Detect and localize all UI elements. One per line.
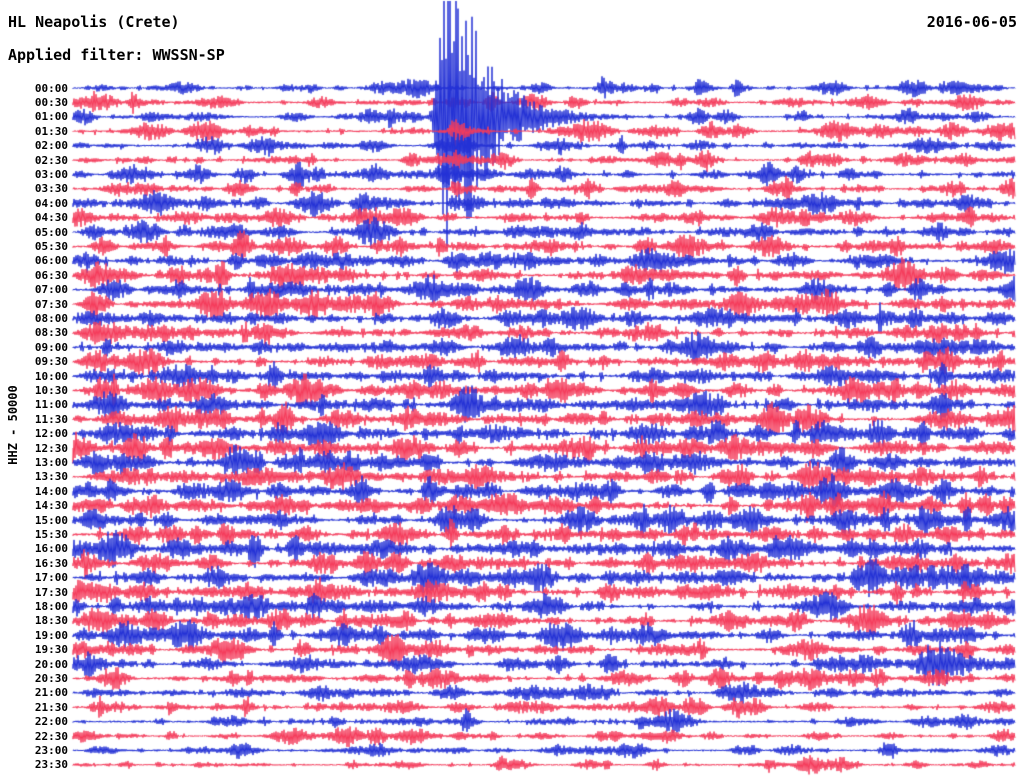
time-label: 04:30	[34, 211, 68, 225]
time-label: 06:30	[34, 268, 68, 282]
time-label: 10:30	[34, 383, 68, 397]
time-label: 12:00	[34, 427, 68, 441]
time-label: 04:00	[34, 196, 68, 210]
channel-scale-label: HHZ - 50000	[6, 385, 20, 465]
station-title: HL Neapolis (Crete)	[8, 13, 180, 31]
time-label: 17:30	[34, 585, 68, 599]
time-label: 10:00	[34, 369, 68, 383]
time-label: 21:30	[34, 700, 68, 714]
time-label: 03:00	[34, 167, 68, 181]
time-label: 09:00	[34, 340, 68, 354]
time-label: 03:30	[34, 182, 68, 196]
time-label: 08:30	[34, 326, 68, 340]
time-label: 00:00	[34, 81, 68, 95]
time-label: 02:00	[34, 139, 68, 153]
time-label: 06:00	[34, 254, 68, 268]
time-label: 01:30	[34, 124, 68, 138]
time-label: 05:30	[34, 239, 68, 253]
time-label: 05:00	[34, 225, 68, 239]
time-label: 01:00	[34, 110, 68, 124]
date-label: 2016-06-05	[926, 13, 1017, 31]
time-label: 00:30	[34, 95, 68, 109]
time-label: 15:00	[34, 513, 68, 527]
time-label: 13:00	[34, 455, 68, 469]
time-label: 20:30	[34, 671, 68, 685]
time-label: 17:00	[34, 571, 68, 585]
time-label: 18:30	[34, 614, 68, 628]
time-label: 07:30	[34, 297, 68, 311]
time-label: 19:00	[34, 628, 68, 642]
time-label: 07:00	[34, 283, 68, 297]
time-label: 12:30	[34, 441, 68, 455]
time-label: 19:30	[34, 643, 68, 657]
time-label: 23:30	[34, 758, 68, 772]
time-label: 11:30	[34, 412, 68, 426]
time-label: 20:00	[34, 657, 68, 671]
time-label: 16:30	[34, 556, 68, 570]
time-label: 23:00	[34, 743, 68, 757]
time-label: 14:30	[34, 499, 68, 513]
time-label: 11:00	[34, 398, 68, 412]
time-label: 21:00	[34, 686, 68, 700]
time-label: 13:30	[34, 470, 68, 484]
time-label: 02:30	[34, 153, 68, 167]
time-label: 08:00	[34, 311, 68, 325]
time-label: 15:30	[34, 527, 68, 541]
time-label: 22:00	[34, 715, 68, 729]
time-label: 16:00	[34, 542, 68, 556]
filter-label: Applied filter: WWSSN-SP	[8, 46, 225, 64]
time-label: 14:00	[34, 484, 68, 498]
time-label: 22:30	[34, 729, 68, 743]
time-label: 18:00	[34, 599, 68, 613]
time-label: 09:30	[34, 355, 68, 369]
